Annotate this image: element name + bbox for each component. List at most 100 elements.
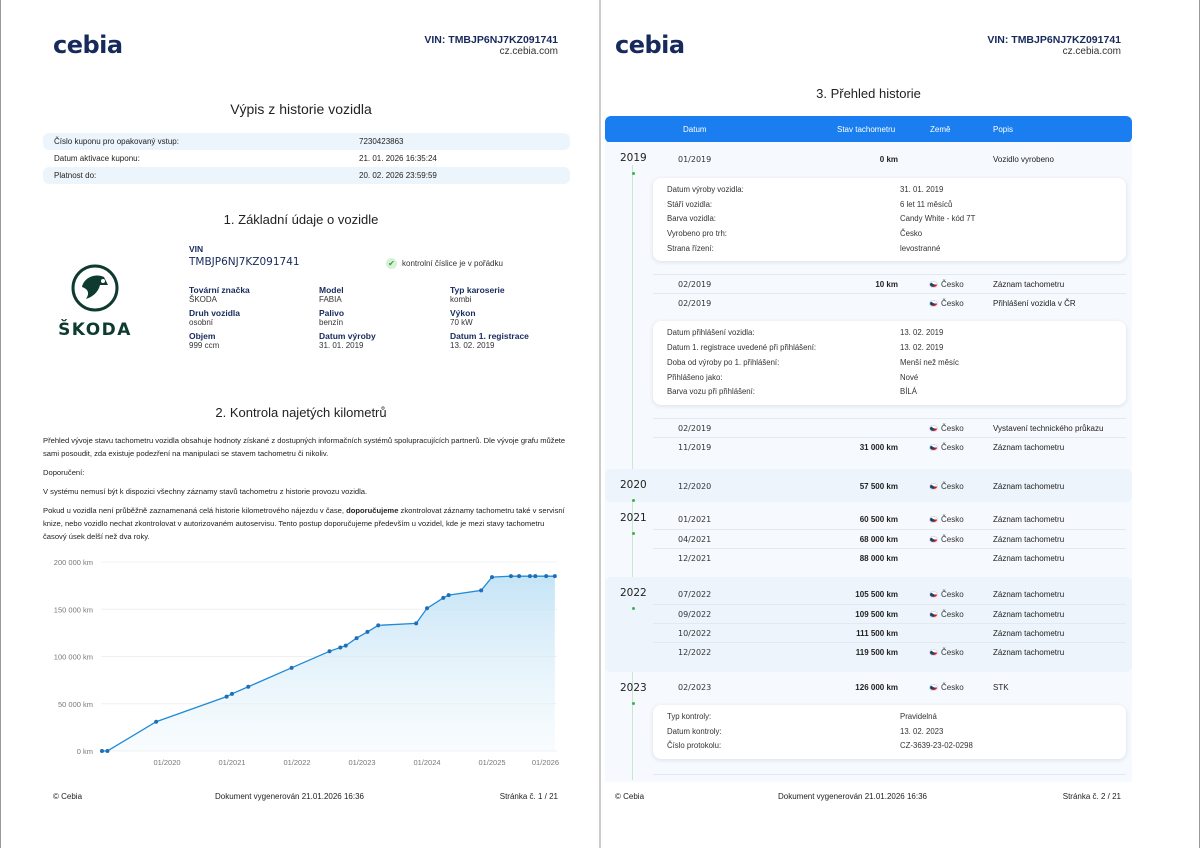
history-country: Česko (929, 510, 993, 529)
skoda-logo: ŠKODA (41, 263, 149, 340)
detail-row: Datum výroby vozidla: 31. 01. 2019 (667, 183, 1126, 198)
detail-label: Číslo protokolu: (667, 741, 722, 751)
page-header-info: VIN: TMBJP6NJ7KZ091741 cz.cebia.com (424, 34, 558, 57)
history-detail-card: Typ kontroly: Pravidelná Datum kontroly: 13… (653, 704, 1126, 759)
vehicle-field: Typ karoserie kombi (450, 285, 570, 304)
y-tick-label: 50 000 km (58, 700, 93, 709)
history-date: 12/2020 (678, 481, 712, 491)
history-country (929, 150, 993, 169)
detail-label: Stáří vozidla: (667, 199, 713, 209)
detail-value: 13. 02. 2023 (900, 726, 944, 736)
field-label: Tovární značka (189, 285, 250, 295)
cebia-logo: cebia (53, 31, 123, 59)
history-description: Záznam tachometru (993, 280, 1065, 290)
detail-row: Barva vozu při přihlášení: BÍLÁ (667, 385, 1126, 400)
history-description: Záznam tachometru (993, 647, 1065, 657)
footer-page-number: Stránka č. 1 / 21 (499, 792, 558, 801)
column-header-description: Popis (993, 125, 1014, 134)
detail-label: Datum přihlášení vozidla: (667, 328, 755, 338)
coupon-row: Číslo kuponu pro opakovaný vstup: 7230423… (43, 133, 570, 150)
czech-flag-icon (929, 610, 938, 618)
history-row: 09/2022 109 500 km Česko Záznam tachometru (653, 603, 1126, 623)
recommendation-heading: Doporučení: (43, 468, 85, 477)
detail-row: Strana řízení: levostranné (667, 242, 1126, 257)
data-point (246, 684, 251, 689)
history-country: Česko (929, 605, 993, 623)
detail-row: Datum 1. registrace uvedené při přihláše… (667, 341, 1126, 356)
column-header-date: Datum (683, 125, 707, 134)
coupon-label: Číslo kuponu pro opakovaný vstup: (54, 137, 179, 146)
history-row: 11/2019 31 000 km Česko Záznam tachometru (653, 436, 1126, 456)
divider (653, 773, 1126, 775)
detail-row: Datum přihlášení vozidla: 13. 02. 2019 (667, 326, 1126, 341)
history-row: 01/2019 0 km Vozidlo vyrobeno (653, 150, 1126, 169)
vehicle-field: Tovární značka ŠKODA (189, 285, 319, 304)
history-odometer: 31 000 km (859, 442, 898, 452)
detail-row: Datum kontroly: 13. 02. 2023 (667, 725, 1126, 740)
footer-copyright: © Cebia (53, 792, 83, 801)
history-date: 12/2021 (678, 553, 712, 563)
history-date: 02/2023 (678, 682, 712, 692)
x-tick-label: 01/2021 (218, 758, 245, 767)
country-name: Česko (941, 514, 964, 524)
paragraph: V systému nemusí být k dispozici všechny… (43, 487, 368, 496)
coupon-value: 21. 01. 2026 16:35:24 (359, 154, 437, 163)
detail-value: Candy White - kód 7T (900, 214, 976, 224)
data-point (544, 574, 549, 579)
timeline-dot (632, 606, 635, 610)
x-tick-label: 01/2022 (283, 758, 310, 767)
history-date: 12/2022 (678, 647, 712, 657)
history-odometer: 105 500 km (855, 589, 898, 599)
timeline-dot (632, 531, 635, 535)
x-tick-label: 01/2024 (413, 758, 440, 767)
coupon-table: Číslo kuponu pro opakovaný vstup: 7230423… (43, 133, 570, 184)
check-icon: ✔ (386, 258, 397, 269)
coupon-row: Platnost do: 20. 02. 2026 23:59:59 (43, 167, 570, 184)
history-row: 07/2022 105 500 km Česko Záznam tachometru (653, 585, 1126, 604)
year-label: 2022 (620, 586, 647, 599)
history-date: 11/2019 (678, 442, 712, 452)
country-name: Česko (941, 534, 964, 544)
vehicle-fields: Tovární značka ŠKODA Model FABIA Typ karoser… (189, 285, 569, 350)
header-url[interactable]: cz.cebia.com (499, 46, 558, 57)
history-odometer: 10 km (875, 280, 898, 290)
coupon-row: Datum aktivace kuponu: 21. 01. 2026 16:35… (43, 150, 570, 167)
data-point (224, 694, 229, 699)
data-point (105, 748, 110, 753)
header-vin: VIN: TMBJP6NJ7KZ091741 (424, 34, 558, 46)
detail-label: Barva vozu při přihlášení: (667, 387, 755, 397)
field-label: Datum výroby (319, 331, 376, 341)
history-row: 02/2019 10 km Česko Záznam tachometru (653, 274, 1126, 293)
history-odometer: 119 500 km (855, 647, 898, 657)
detail-row: Číslo protokolu: CZ-3639-23-02-0298 (667, 739, 1126, 754)
y-tick-label: 0 km (77, 747, 93, 756)
country-name: Česko (941, 299, 964, 309)
history-description: Záznam tachometru (993, 553, 1065, 563)
history-table-body: 2019 01/2019 0 km Vozidlo vyrobeno Datum výr… (605, 142, 1132, 782)
country-name: Česko (941, 682, 964, 692)
header-url[interactable]: cz.cebia.com (1062, 46, 1121, 57)
year-label: 2023 (620, 681, 647, 694)
country-name: Česko (941, 589, 964, 599)
vehicle-field: Objem 999 ccm (189, 331, 319, 350)
history-date: 01/2019 (678, 155, 712, 164)
detail-value: levostranné (900, 243, 941, 253)
czech-flag-icon (929, 281, 938, 289)
country-name: Česko (941, 442, 964, 452)
detail-label: Typ kontroly: (667, 711, 712, 721)
cebia-logo: cebia (615, 31, 685, 59)
detail-row: Typ kontroly: Pravidelná (667, 710, 1126, 725)
czech-flag-icon (929, 443, 938, 451)
field-value: 31. 01. 2019 (319, 341, 364, 350)
history-country (929, 549, 993, 567)
page-header-info: VIN: TMBJP6NJ7KZ091741 cz.cebia.com (987, 34, 1121, 57)
field-label: Datum 1. registrace (450, 331, 529, 341)
history-table-header: Datum Stav tachometru Země Popis (605, 116, 1132, 143)
history-country: Česko (929, 419, 993, 437)
history-date: 01/2021 (678, 514, 712, 524)
history-detail-card: Datum výroby vozidla: 31. 01. 2019 Stáří v… (653, 178, 1126, 262)
y-tick-label: 100 000 km (54, 653, 93, 662)
data-point (376, 623, 381, 628)
history-odometer: 60 500 km (859, 514, 898, 524)
country-name: Česko (941, 280, 964, 290)
